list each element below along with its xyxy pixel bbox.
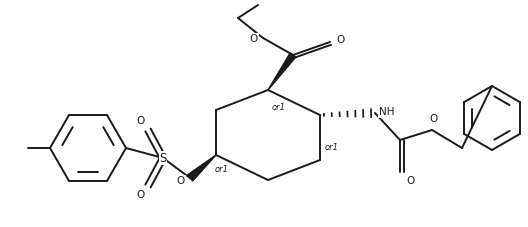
Text: or1: or1 bbox=[272, 103, 286, 111]
Text: O: O bbox=[137, 190, 145, 200]
Text: NH: NH bbox=[379, 107, 394, 117]
Text: O: O bbox=[336, 35, 344, 45]
Text: S: S bbox=[159, 151, 167, 165]
Text: O: O bbox=[430, 114, 438, 124]
Polygon shape bbox=[187, 155, 216, 181]
Polygon shape bbox=[268, 53, 296, 90]
Text: O: O bbox=[250, 34, 258, 44]
Text: or1: or1 bbox=[325, 143, 339, 153]
Text: or1: or1 bbox=[215, 165, 229, 175]
Text: O: O bbox=[137, 116, 145, 126]
Text: O: O bbox=[406, 176, 414, 186]
Text: O: O bbox=[177, 176, 185, 186]
